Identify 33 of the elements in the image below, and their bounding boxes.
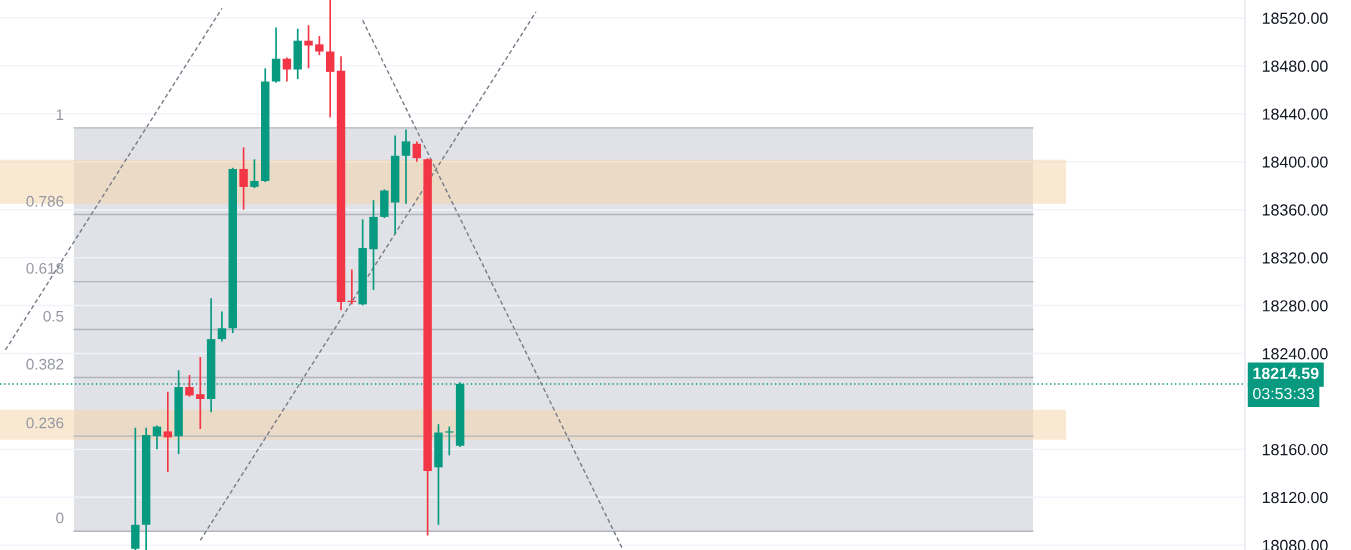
candlestick bbox=[217, 310, 227, 343]
y-tick-label: 18160.00 bbox=[1262, 443, 1328, 456]
candlestick bbox=[163, 390, 173, 473]
y-tick-label: 18120.00 bbox=[1262, 491, 1328, 504]
candlestick bbox=[196, 356, 205, 430]
y-tick-label: 18280.00 bbox=[1262, 300, 1328, 312]
annotation: 0 bbox=[56, 512, 64, 524]
candlestick bbox=[185, 374, 194, 398]
annotation: 0.786 bbox=[26, 195, 64, 207]
annotation: 1 bbox=[56, 109, 64, 120]
candlestick bbox=[271, 26, 281, 84]
candlestick bbox=[131, 426, 140, 550]
annotation: 0.236 bbox=[26, 417, 64, 429]
annotation: 0.5 bbox=[43, 310, 64, 322]
candlestick bbox=[315, 35, 324, 56]
annotation: 0.382 bbox=[26, 358, 64, 370]
candlestick bbox=[445, 425, 454, 457]
y-tick-label: 18440.00 bbox=[1262, 108, 1328, 120]
candlestick bbox=[412, 140, 422, 163]
candlestick bbox=[401, 128, 411, 205]
ref-line-label: 18214.59 bbox=[1253, 367, 1319, 379]
candlestick bbox=[304, 24, 313, 70]
annotation: 0.618 bbox=[26, 262, 64, 274]
y-tick-label: 18320.00 bbox=[1262, 252, 1328, 264]
y-tick-label: 18360.00 bbox=[1262, 204, 1328, 216]
text: 03:53:33 bbox=[1253, 387, 1314, 400]
candlestick bbox=[239, 146, 248, 211]
y-tick-label: 18520.00 bbox=[1262, 12, 1328, 24]
candlestick bbox=[250, 158, 259, 189]
candlestick bbox=[325, 0, 335, 119]
y-tick-label: 18240.00 bbox=[1262, 348, 1328, 360]
y-tick-label: 18400.00 bbox=[1262, 156, 1328, 168]
y-tick-label: 18480.00 bbox=[1262, 60, 1328, 72]
